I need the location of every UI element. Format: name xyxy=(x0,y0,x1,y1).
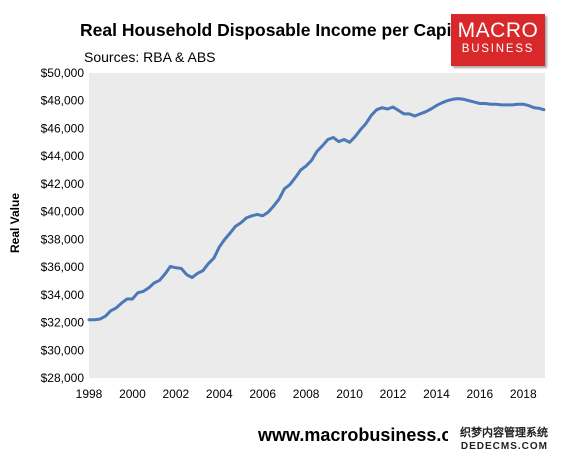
logo-line-2: BUSINESS xyxy=(461,43,535,55)
macrobusiness-logo: MACRO BUSINESS xyxy=(451,14,545,66)
x-tick-label: 2008 xyxy=(293,387,320,401)
x-axis-ticks: 1998 2000 2002 2004 2006 2008 2010 2012 2014 2016… xyxy=(76,387,537,401)
y-tick-label: $38,000 xyxy=(41,232,85,246)
y-axis-label: Real Value xyxy=(8,193,22,253)
y-tick-label: $30,000 xyxy=(41,343,85,357)
x-tick-label: 2010 xyxy=(336,387,363,401)
y-tick-label: $28,000 xyxy=(41,371,85,385)
chart-title: Real Household Disposable Income per Cap… xyxy=(80,20,468,40)
series-line xyxy=(87,97,546,322)
y-tick-label: $42,000 xyxy=(41,177,85,191)
y-tick-label: $32,000 xyxy=(41,316,85,330)
chart-subtitle: Sources: RBA & ABS xyxy=(84,49,216,65)
x-tick-label: 2000 xyxy=(119,387,146,401)
y-tick-label: $44,000 xyxy=(41,149,85,163)
logo-line-1: MACRO xyxy=(457,19,539,42)
y-tick-label: $36,000 xyxy=(41,260,85,274)
y-tick-label: $40,000 xyxy=(41,205,85,219)
y-tick-label: $48,000 xyxy=(41,94,85,108)
x-tick-label: 2006 xyxy=(249,387,276,401)
x-tick-label: 2012 xyxy=(380,387,407,401)
x-tick-label: 2004 xyxy=(206,387,233,401)
y-tick-label: $34,000 xyxy=(41,288,85,302)
plot-area xyxy=(89,73,545,378)
y-tick-label: $46,000 xyxy=(41,121,85,135)
x-tick-label: 2016 xyxy=(467,387,494,401)
x-tick-label: 1998 xyxy=(76,387,103,401)
dedecms-watermark: 织梦内容管理系统 DEDECMS.COM xyxy=(448,426,552,456)
watermark-line-1: 织梦内容管理系统 xyxy=(460,427,548,439)
x-tick-label: 2002 xyxy=(163,387,190,401)
y-axis-ticks: $28,000 $30,000 $32,000 $34,000 $36,000 $38,0… xyxy=(41,66,85,385)
x-tick-label: 2014 xyxy=(423,387,450,401)
x-tick-label: 2018 xyxy=(510,387,537,401)
y-tick-label: $50,000 xyxy=(41,66,85,80)
website-url: www.macrobusiness.c xyxy=(258,425,452,445)
watermark-line-2: DEDECMS.COM xyxy=(460,441,548,452)
